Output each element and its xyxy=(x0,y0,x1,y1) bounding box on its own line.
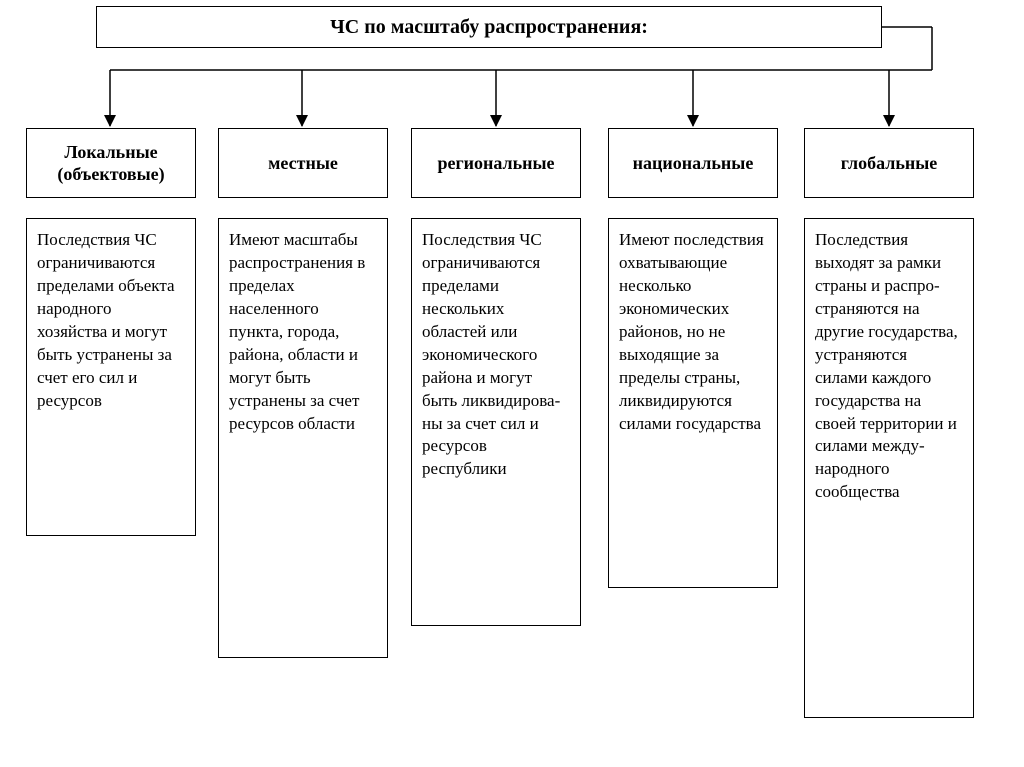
column-header: Локальные (объектовые) xyxy=(26,128,196,198)
column-body: Имеют масштабы распро­странения в предел… xyxy=(218,218,388,658)
column-header: региональные xyxy=(411,128,581,198)
diagram-canvas: ЧС по масштабу распространения: Локальны… xyxy=(0,0,1024,767)
column-body: Имеют последствия охватывающие несколько… xyxy=(608,218,778,588)
diagram-title: ЧС по масштабу распространения: xyxy=(96,6,882,48)
column-body: Последствия ЧС ограничи­ваются пределами… xyxy=(26,218,196,536)
column-body: Последствия выходят за рамки стра­ны и р… xyxy=(804,218,974,718)
column-body: Последствия ЧС ограничи­ваются пределами… xyxy=(411,218,581,626)
column-header: национальные xyxy=(608,128,778,198)
column-header: местные xyxy=(218,128,388,198)
column-header: глобальные xyxy=(804,128,974,198)
